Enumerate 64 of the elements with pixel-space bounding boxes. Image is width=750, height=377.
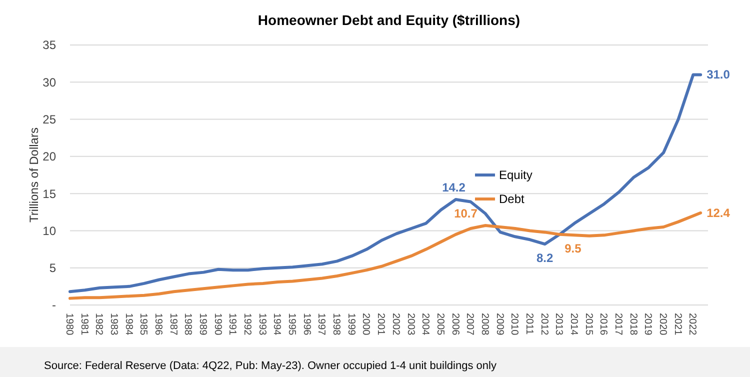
x-tick-label: 1993 xyxy=(256,313,268,336)
x-tick-label: 2000 xyxy=(360,313,372,336)
x-tick-label: 2015 xyxy=(582,313,594,336)
x-tick-label: 2018 xyxy=(627,313,638,336)
source-note: Source: Federal Reserve (Data: 4Q22, Pub: May-23). Owner occupied 1-4 unit buildings only xyxy=(44,360,497,372)
x-tick-label: 1980 xyxy=(64,313,74,336)
x-tick-label: 2017 xyxy=(612,313,624,336)
x-tick-label: 2011 xyxy=(523,313,534,335)
x-tick-label: 2021 xyxy=(672,313,683,336)
x-tick-label: 1994 xyxy=(271,313,282,336)
x-tick-label: 2020 xyxy=(656,313,668,336)
y-tick-label: 30 xyxy=(42,75,56,90)
x-tick-label: 1999 xyxy=(345,313,356,336)
line-series xyxy=(68,211,702,300)
x-tick-label: 2007 xyxy=(464,313,476,336)
x-tick-label: 2001 xyxy=(375,313,386,336)
x-tick-label: 2005 xyxy=(434,313,446,336)
chart-title: Homeowner Debt and Equity ($trillions) xyxy=(258,12,520,28)
x-tick-label: 1984 xyxy=(122,313,134,336)
y-axis-title: Trillions of Dollars xyxy=(27,128,41,222)
x-tick-label: 2012 xyxy=(538,313,550,336)
y-tick-label: - xyxy=(52,298,56,312)
x-tick-label: 1985 xyxy=(138,313,149,336)
x-tick-label: 1997 xyxy=(316,313,327,336)
legend-label: Equity xyxy=(499,168,532,182)
annotation: 14.2 xyxy=(442,180,466,195)
annotation: 8.2 xyxy=(536,251,554,266)
x-tick-label: 2010 xyxy=(508,313,520,336)
x-tick-label: 1981 xyxy=(78,313,90,336)
x-tick-label: 1986 xyxy=(152,313,164,336)
y-tick-label: 25 xyxy=(42,112,56,126)
legend-label: Debt xyxy=(499,192,526,206)
y-tick-label: 15 xyxy=(42,186,56,201)
annotation: 9.5 xyxy=(564,241,582,256)
y-tick-label: 20 xyxy=(42,150,56,164)
x-tick-label: 2004 xyxy=(420,313,431,336)
x-tick-label: 2019 xyxy=(642,313,654,336)
annotation: 10.7 xyxy=(454,206,478,221)
annotation: 12.4 xyxy=(706,206,730,220)
x-tick-label: 1995 xyxy=(286,313,298,336)
x-tick-label: 1990 xyxy=(212,313,223,336)
y-tick-label: 35 xyxy=(42,38,56,52)
x-tick-label: 2008 xyxy=(478,313,490,336)
x-tick-label: 2002 xyxy=(390,313,401,336)
x-tick-label: 1982 xyxy=(93,313,104,336)
y-tick-label: 10 xyxy=(42,224,56,238)
x-tick-label: 1992 xyxy=(242,313,253,336)
x-tick-label: 2022 xyxy=(686,313,698,336)
x-tick-label: 2003 xyxy=(404,313,416,336)
y-tick-label: 5 xyxy=(49,261,56,276)
x-tick-label: 1983 xyxy=(108,313,120,336)
x-tick-label: 1998 xyxy=(330,313,342,336)
annotation: 31.0 xyxy=(706,68,730,82)
x-tick-label: 1989 xyxy=(197,313,208,336)
x-tick-label: 1987 xyxy=(167,313,178,336)
x-tick-label: 2013 xyxy=(553,313,564,336)
x-tick-label: 2006 xyxy=(449,313,460,336)
x-tick-label: 1991 xyxy=(226,313,238,336)
x-tick-label: 2016 xyxy=(598,313,609,336)
x-tick-label: 2014 xyxy=(568,313,579,336)
x-tick-label: 1996 xyxy=(300,313,312,336)
line-series xyxy=(68,73,702,294)
x-tick-label: 1988 xyxy=(182,313,194,336)
x-tick-label: 2009 xyxy=(494,313,505,336)
